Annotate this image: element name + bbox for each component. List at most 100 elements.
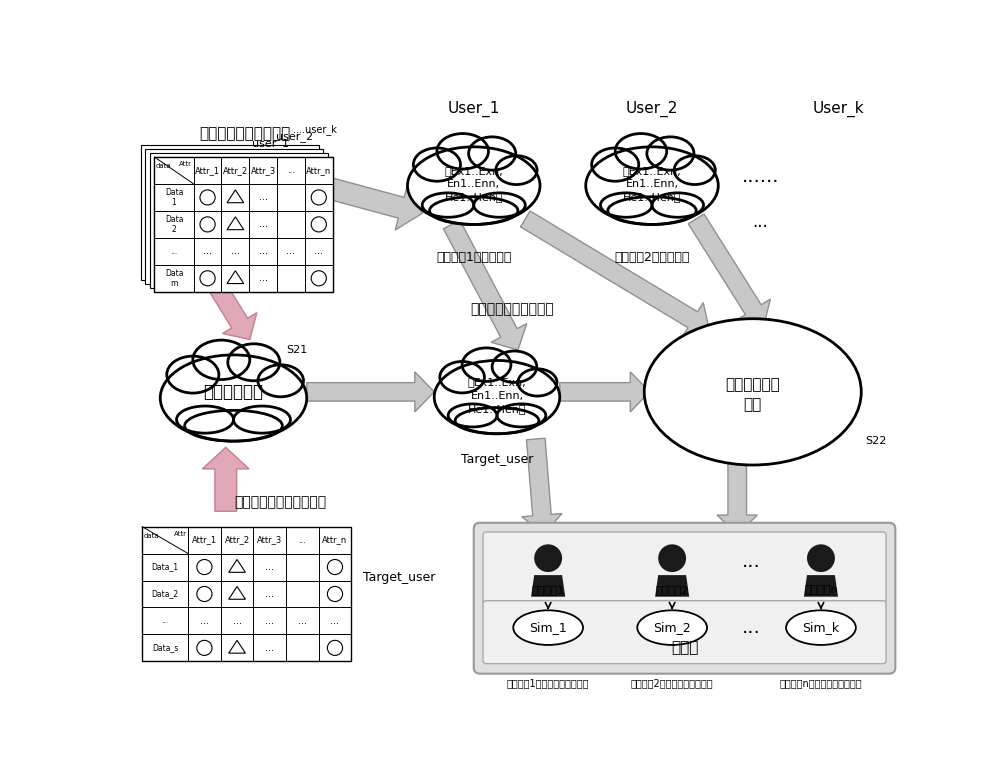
Ellipse shape xyxy=(644,319,861,465)
Ellipse shape xyxy=(437,134,488,169)
Text: Sim_1: Sim_1 xyxy=(529,621,567,634)
Ellipse shape xyxy=(647,137,694,170)
Ellipse shape xyxy=(595,155,709,216)
Text: （Ex1..Exn,
En1..Enn,
He1..Hen）: （Ex1..Exn, En1..Enn, He1..Hen） xyxy=(623,166,681,202)
Text: ...: ... xyxy=(287,166,295,175)
Text: ...: ... xyxy=(265,643,274,653)
Ellipse shape xyxy=(518,369,557,396)
Text: Data_s: Data_s xyxy=(152,643,178,652)
Text: ...: ... xyxy=(259,246,268,256)
Text: data: data xyxy=(156,163,172,169)
Ellipse shape xyxy=(600,193,652,217)
Text: ...: ... xyxy=(298,536,306,545)
FancyBboxPatch shape xyxy=(145,150,323,284)
Text: 推荐用户1多维属性云: 推荐用户1多维属性云 xyxy=(436,251,511,264)
Text: 推荐用户多维属性数据: 推荐用户多维属性数据 xyxy=(200,126,291,141)
Text: 推荐用户2: 推荐用户2 xyxy=(655,585,689,595)
Ellipse shape xyxy=(496,156,537,185)
Text: User_1: User_1 xyxy=(448,101,500,117)
Text: Target_user: Target_user xyxy=(461,453,533,466)
FancyBboxPatch shape xyxy=(154,157,333,291)
FancyBboxPatch shape xyxy=(474,523,895,674)
Text: ...: ... xyxy=(231,246,240,256)
Text: 推荐用户2多维属性云: 推荐用户2多维属性云 xyxy=(614,251,690,264)
Polygon shape xyxy=(717,458,757,534)
Text: Attr_3: Attr_3 xyxy=(257,536,282,545)
Text: ...: ... xyxy=(170,247,178,256)
Ellipse shape xyxy=(185,410,282,441)
Text: S21: S21 xyxy=(286,345,307,355)
Ellipse shape xyxy=(234,406,290,433)
Text: user_1: user_1 xyxy=(252,138,289,150)
Circle shape xyxy=(534,544,562,572)
Ellipse shape xyxy=(462,348,511,382)
Text: ...: ... xyxy=(265,562,274,572)
Ellipse shape xyxy=(448,404,497,427)
Text: ...: ... xyxy=(259,220,268,230)
Text: ......: ...... xyxy=(742,167,779,185)
Ellipse shape xyxy=(160,355,307,441)
Text: ...: ... xyxy=(314,246,323,256)
Text: user_2: user_2 xyxy=(276,130,313,142)
Polygon shape xyxy=(285,167,422,230)
Text: Data
2: Data 2 xyxy=(165,214,183,234)
Ellipse shape xyxy=(430,197,518,224)
Text: ...: ... xyxy=(259,273,268,283)
Ellipse shape xyxy=(455,407,539,433)
Text: Attr_n: Attr_n xyxy=(306,166,331,175)
Ellipse shape xyxy=(474,193,525,217)
Ellipse shape xyxy=(407,146,540,224)
Text: Target_user: Target_user xyxy=(363,571,435,584)
Ellipse shape xyxy=(434,360,560,433)
Ellipse shape xyxy=(592,148,639,182)
Text: （Ex1..Exn,
En1..Enn,
He1..Hen）: （Ex1..Exn, En1..Enn, He1..Hen） xyxy=(468,378,526,414)
Text: ...: ... xyxy=(742,552,761,571)
Ellipse shape xyxy=(637,610,707,645)
Text: Sim_k: Sim_k xyxy=(802,621,840,634)
FancyBboxPatch shape xyxy=(154,157,333,291)
FancyBboxPatch shape xyxy=(142,526,351,662)
Ellipse shape xyxy=(177,406,234,433)
Text: Data_1: Data_1 xyxy=(152,562,179,571)
Ellipse shape xyxy=(443,369,551,426)
Text: data: data xyxy=(144,533,159,539)
Text: User_k: User_k xyxy=(812,101,864,117)
Text: 多维云相似度: 多维云相似度 xyxy=(725,377,780,391)
Ellipse shape xyxy=(228,344,280,381)
Text: 相似度: 相似度 xyxy=(671,641,698,655)
Ellipse shape xyxy=(417,155,531,216)
Polygon shape xyxy=(520,211,709,336)
Ellipse shape xyxy=(167,356,219,393)
FancyBboxPatch shape xyxy=(150,153,328,288)
Text: ...: ... xyxy=(233,616,242,626)
Polygon shape xyxy=(531,575,565,597)
Polygon shape xyxy=(443,221,527,350)
Text: Attr_1: Attr_1 xyxy=(192,536,217,545)
Text: ....user_k: ....user_k xyxy=(293,124,337,136)
Ellipse shape xyxy=(440,362,484,393)
Text: ...: ... xyxy=(286,246,295,256)
Polygon shape xyxy=(688,214,770,326)
FancyBboxPatch shape xyxy=(483,532,886,605)
Ellipse shape xyxy=(586,146,718,224)
Circle shape xyxy=(807,544,835,572)
Ellipse shape xyxy=(413,148,460,182)
Ellipse shape xyxy=(652,193,704,217)
Ellipse shape xyxy=(608,197,696,224)
Text: Data_2: Data_2 xyxy=(152,590,179,598)
Polygon shape xyxy=(200,267,257,340)
Polygon shape xyxy=(655,575,689,597)
FancyBboxPatch shape xyxy=(140,146,319,280)
Text: ...: ... xyxy=(200,616,209,626)
Text: Data
1: Data 1 xyxy=(165,188,183,207)
Polygon shape xyxy=(307,372,434,412)
Text: 推荐用户1: 推荐用户1 xyxy=(531,585,565,595)
Text: 被推荐用户多维属性云: 被推荐用户多维属性云 xyxy=(471,302,554,317)
Text: Attr: Attr xyxy=(174,530,187,536)
Ellipse shape xyxy=(422,193,474,217)
Text: Attr_2: Attr_2 xyxy=(224,536,250,545)
Ellipse shape xyxy=(615,134,667,169)
Ellipse shape xyxy=(193,340,250,379)
Ellipse shape xyxy=(497,404,546,427)
Text: 推荐用户n: 推荐用户n xyxy=(804,585,838,595)
